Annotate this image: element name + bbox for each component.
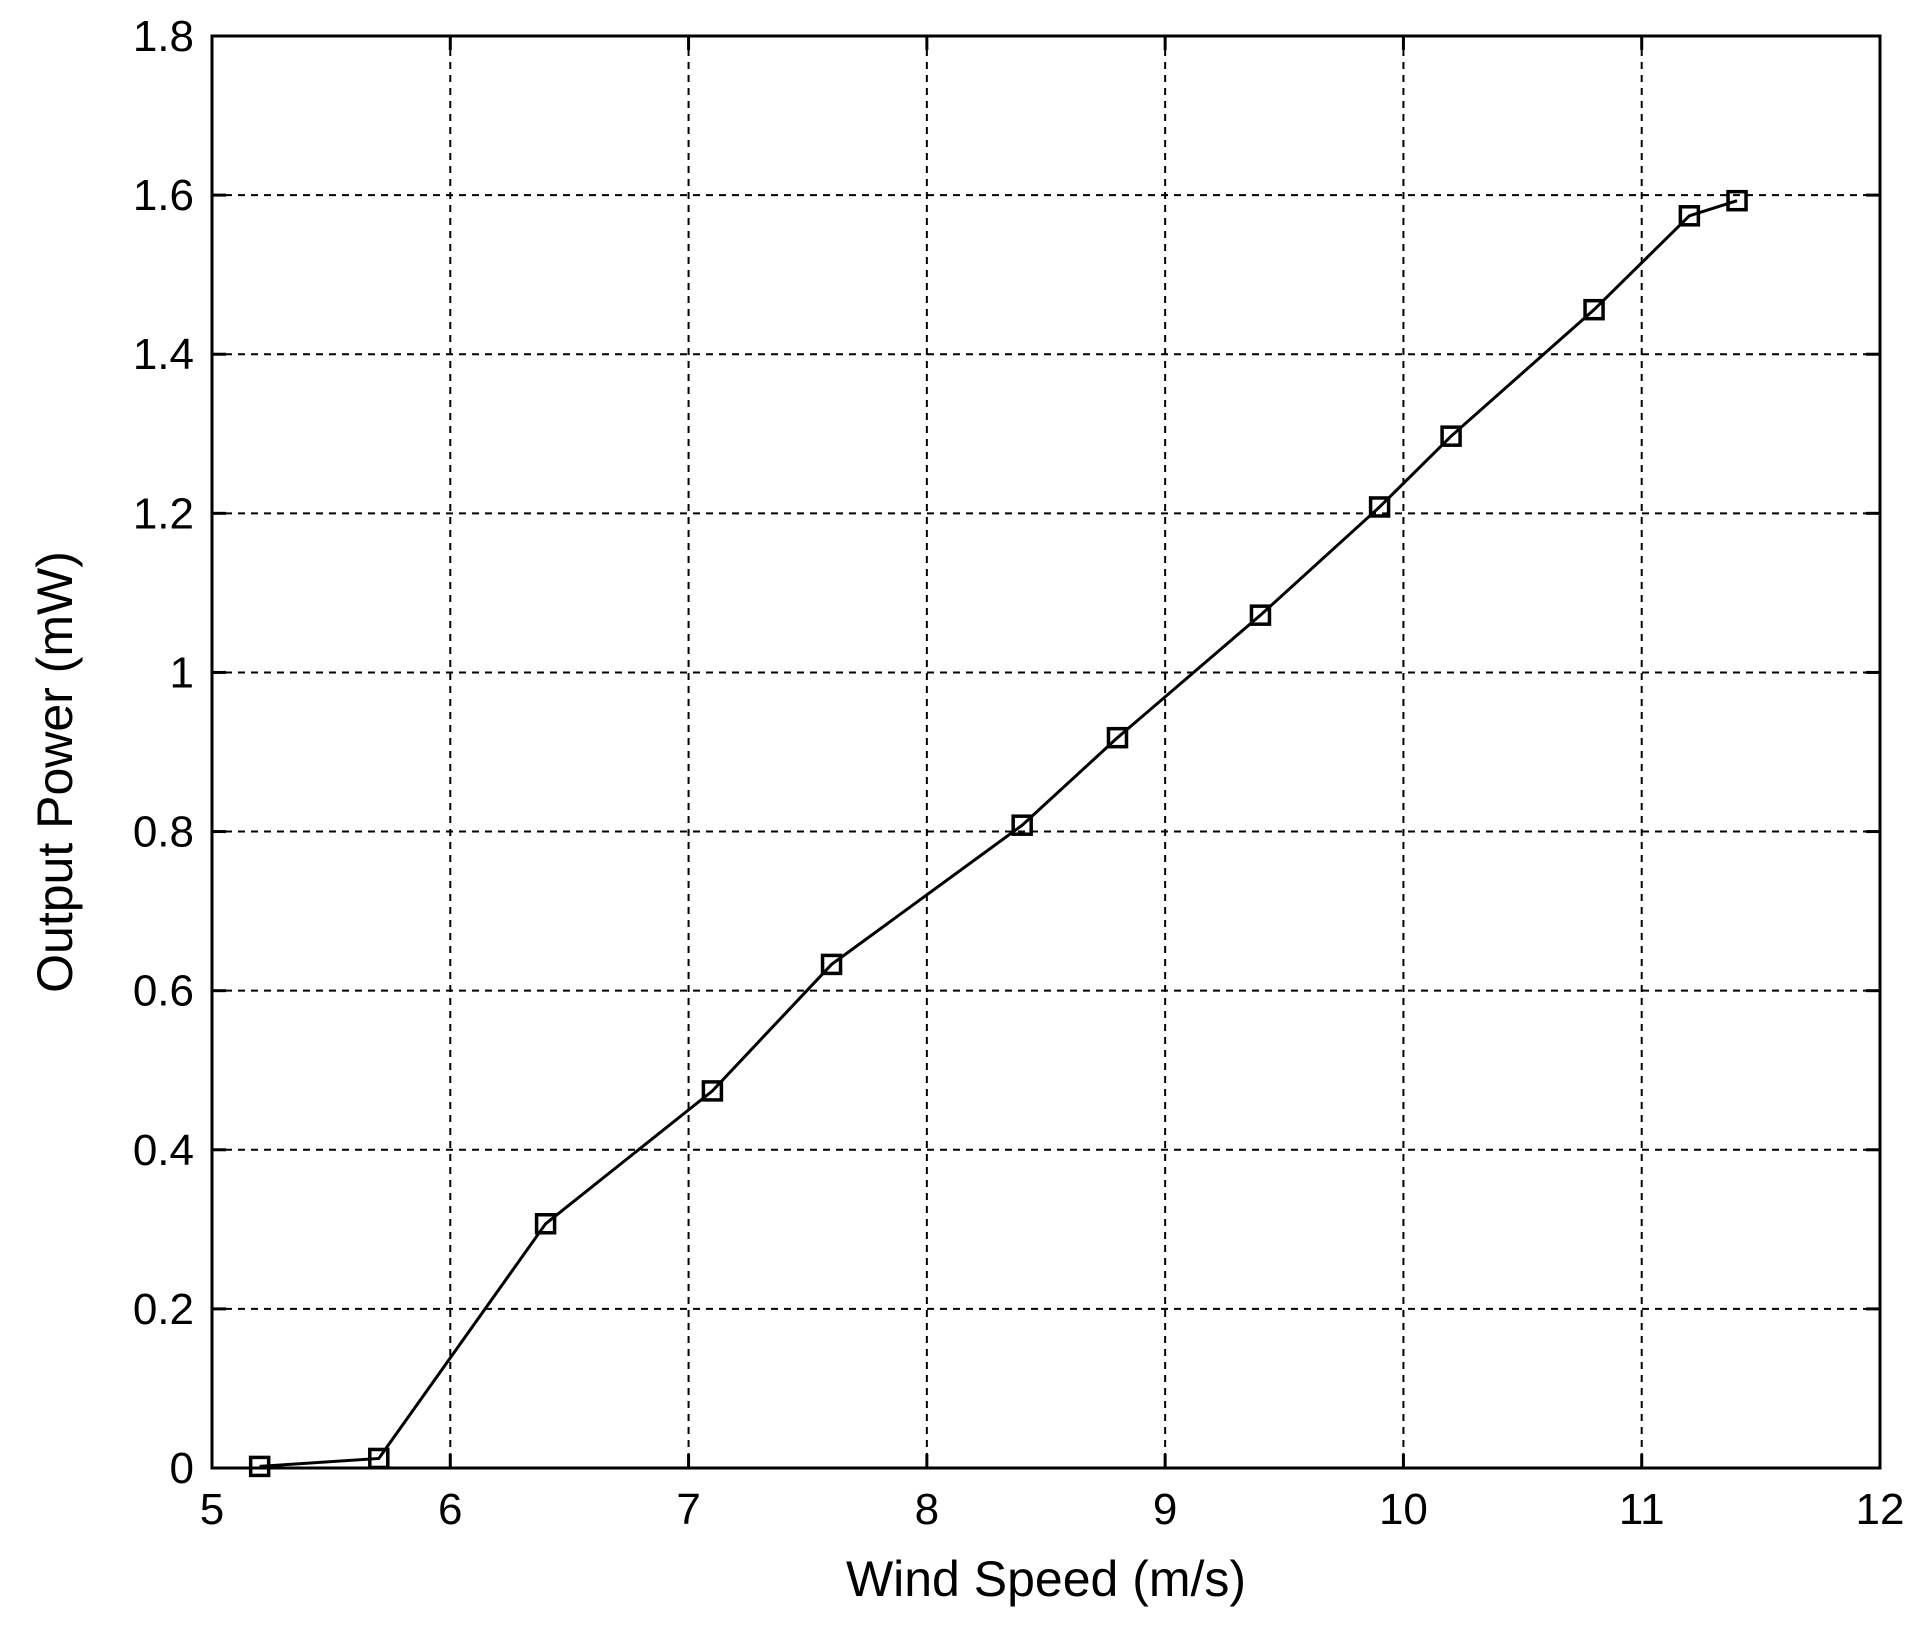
y-tick-label: 0.6 <box>133 967 194 1016</box>
x-tick-label: 9 <box>1153 1485 1177 1534</box>
y-tick-label: 1.8 <box>133 12 194 61</box>
series-layer <box>248 189 1748 1478</box>
data-point-marker <box>1011 814 1033 836</box>
y-tick-label: 0.4 <box>133 1126 194 1175</box>
data-point-marker <box>368 1447 390 1470</box>
series-line <box>259 199 1738 1468</box>
x-tick-label: 6 <box>438 1485 462 1534</box>
data-point-marker <box>1678 205 1701 227</box>
y-axis-title: Output Power (mW) <box>27 551 83 993</box>
data-point-marker <box>534 1213 557 1235</box>
data-point-marker <box>701 1080 724 1102</box>
y-tick-label: 1.4 <box>133 330 194 379</box>
x-tick-label: 7 <box>676 1485 700 1534</box>
y-tick-label: 0.8 <box>133 808 194 857</box>
x-tick-label: 10 <box>1379 1485 1428 1534</box>
y-tick-label: 1 <box>170 648 194 697</box>
x-tick-label: 12 <box>1856 1485 1905 1534</box>
y-tick-label: 0 <box>170 1444 194 1493</box>
x-tick-label: 5 <box>200 1485 224 1534</box>
y-tick-label: 1.2 <box>133 489 194 538</box>
grid-layer <box>212 36 1880 1468</box>
data-point-marker <box>248 1455 271 1478</box>
data-point-marker <box>1368 496 1391 518</box>
data-point-marker <box>1440 425 1462 447</box>
data-point-marker <box>1106 726 1129 749</box>
axes-layer <box>210 34 1882 1470</box>
data-point-marker <box>1583 298 1605 321</box>
tick-labels-layer: 5 6 7 8 9 10 11 12 0 0.2 0.4 0.6 0.8 1 1.2 1.4 1.6 1.8 <box>133 12 1905 1534</box>
y-tick-label: 1.6 <box>133 171 194 220</box>
plot-frame <box>210 34 1882 1470</box>
x-tick-label: 11 <box>1619 1485 1665 1534</box>
data-point-marker <box>1249 604 1272 626</box>
x-axis-title: Wind Speed (m/s) <box>846 1551 1246 1607</box>
x-tick-label: 8 <box>915 1485 939 1534</box>
data-point-marker <box>820 953 843 976</box>
data-point-marker <box>1726 189 1748 212</box>
y-tick-label: 0.2 <box>133 1285 194 1334</box>
